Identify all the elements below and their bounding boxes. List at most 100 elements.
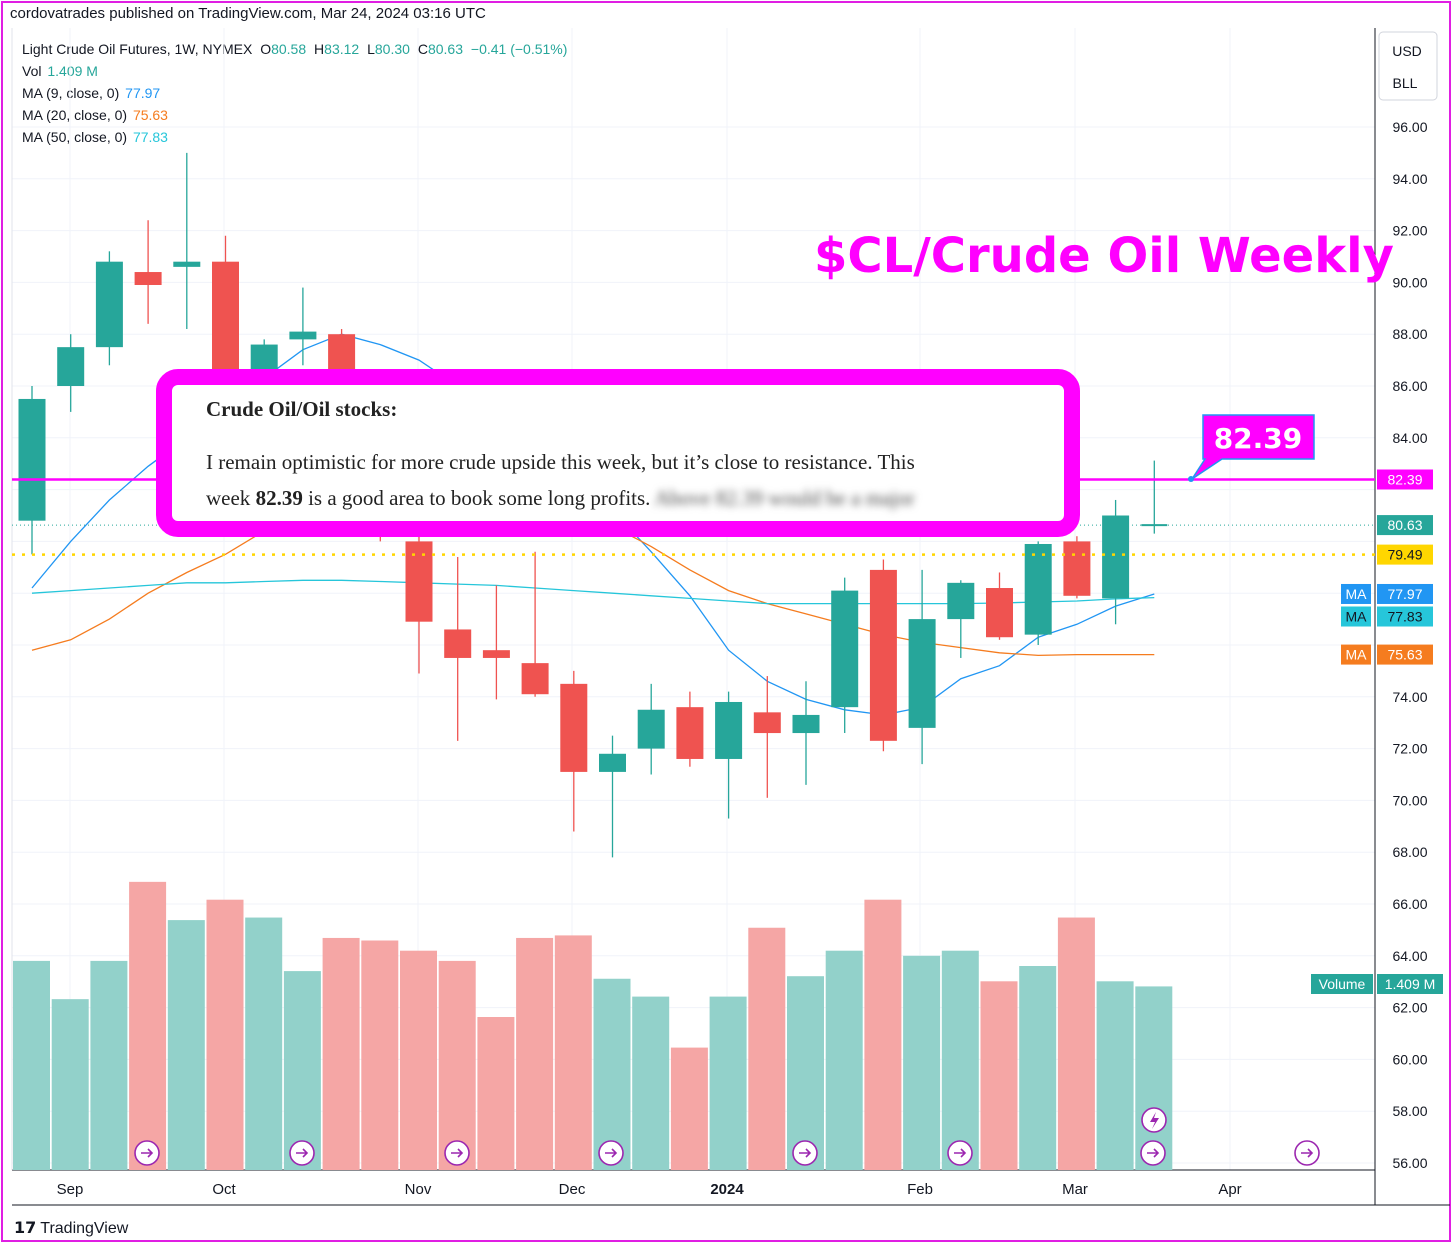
resistance-price-badge-text: 82.39 (1387, 471, 1422, 487)
price-tick-label: 66.00 (1392, 896, 1427, 912)
last-price-badge-bg (1377, 515, 1433, 536)
volume-bar (632, 996, 670, 1170)
resistance-price-badge-bg (1377, 469, 1433, 490)
dotted-price-badge-bg (1377, 544, 1433, 565)
roll-marker-arrow (451, 1148, 464, 1158)
candle-body (831, 590, 859, 708)
candle-body (947, 582, 975, 620)
event-markers (134, 1107, 1320, 1166)
roll-marker-arrow (954, 1148, 967, 1158)
legend-high: H83.12 (314, 41, 360, 57)
roll-marker-arrow (141, 1148, 154, 1158)
candle-body (1102, 515, 1130, 599)
ma20-tag: MA (1341, 644, 1371, 665)
roll-marker-arrow (296, 1148, 309, 1158)
volume-bar (864, 899, 902, 1170)
last-price-badge: 80.63 (1377, 515, 1433, 536)
price-tick-label: 94.00 (1392, 171, 1427, 187)
ma20-tag-text: MA (1346, 647, 1368, 663)
callout-title: Crude Oil/Oil stocks: (206, 397, 398, 421)
volume-bar (283, 971, 321, 1170)
volume-bar (1057, 917, 1095, 1170)
time-axis[interactable]: Sep Oct Nov Dec 2024 Feb Mar Apr (12, 1181, 1450, 1206)
roll-marker-icon (289, 1140, 315, 1166)
time-label: 2024 (710, 1181, 744, 1198)
price-tick-label: 72.00 (1392, 741, 1427, 757)
price-tick-label: 96.00 (1392, 119, 1427, 135)
volume-tag-text: Volume (1319, 976, 1366, 992)
currency-unit-box (1378, 31, 1438, 101)
price-tick-label: 64.00 (1392, 948, 1427, 964)
time-label: Feb (907, 1181, 933, 1198)
price-axis[interactable]: 96.00 94.00 92.00 90.00 88.00 86.00 84.00 74.00… (1311, 31, 1443, 1171)
ma9-tag-bg (1341, 583, 1371, 604)
price-tick-label: 60.00 (1392, 1051, 1427, 1067)
volume-bar (593, 978, 631, 1170)
candle-body (792, 714, 820, 734)
ma-line (31, 579, 1155, 605)
candle-body (869, 569, 897, 741)
candle-body (637, 709, 665, 749)
ma9-price-badge-bg (1377, 583, 1433, 604)
roll-marker-arrow (799, 1148, 812, 1158)
roll-marker-icon (1294, 1140, 1320, 1166)
ma50-tag: MA (1341, 606, 1371, 627)
candles (18, 152, 1168, 858)
ma50-price-badge-bg (1377, 606, 1433, 627)
volume-bar (90, 960, 128, 1170)
candle-body (134, 272, 162, 285)
legend-ma20-row: MA (20, close, 0) 75.63 (22, 107, 168, 123)
volume-bars (13, 881, 1173, 1170)
price-tick-label: 86.00 (1392, 378, 1427, 394)
candle-body (289, 331, 317, 340)
candle-body (599, 753, 626, 772)
volume-bar (941, 950, 979, 1170)
price-tick-label: 84.00 (1392, 430, 1427, 446)
dotted-price-badge: 79.49 (1377, 544, 1433, 565)
candle-body (560, 683, 588, 772)
candle-body (676, 707, 704, 759)
candle-body (444, 629, 472, 658)
ma9-price-badge-text: 77.97 (1387, 586, 1422, 602)
callout-box: Crude Oil/Oil stocks: I remain optimisti… (156, 369, 1080, 537)
volume-bar (167, 920, 205, 1170)
ma20-price-badge: 75.63 (1377, 644, 1433, 665)
volume-bar (554, 935, 592, 1170)
candle-body (18, 398, 46, 521)
price-tick-label: 56.00 (1392, 1155, 1427, 1171)
ma20-price-badge-text: 75.63 (1387, 647, 1422, 663)
volume-value-badge-text: 1.409 M (1385, 976, 1436, 992)
ma9-tag: MA (1341, 583, 1371, 604)
roll-marker-icon (598, 1140, 624, 1166)
volume-bar (1135, 986, 1173, 1170)
candle-body (715, 701, 743, 759)
roll-marker-icon (947, 1140, 973, 1166)
candle-body (482, 650, 510, 658)
price-tag-anchor (1188, 476, 1194, 482)
time-label: Oct (212, 1181, 236, 1198)
earnings-marker-bolt (1150, 1112, 1159, 1129)
volume-bar (245, 917, 283, 1170)
price-tick-label: 74.00 (1392, 689, 1427, 705)
legend-close: C80.63 (417, 41, 463, 57)
unit-label: BLL (1393, 75, 1418, 91)
legend-open: O80.58 (260, 41, 307, 57)
legend-symbol: Light Crude Oil Futures, 1W, NYMEX (22, 41, 253, 57)
volume-bar (825, 950, 863, 1170)
legend-change: −0.41 (−0.51%) (470, 41, 568, 57)
volume-bar (13, 960, 50, 1170)
legend: Light Crude Oil Futures, 1W, NYMEX O80.5… (22, 38, 567, 148)
candle-body (95, 261, 123, 348)
legend-volume-row: Vol 1.409 M (22, 63, 98, 79)
volume-bar (322, 937, 360, 1170)
candle-body (986, 588, 1013, 638)
volume-bar (1019, 966, 1057, 1170)
roll-marker-icon (134, 1140, 160, 1166)
volume-value-badge-bg (1377, 974, 1443, 994)
time-label: Nov (405, 1181, 432, 1198)
tradingview-logo[interactable]: 17 TradingView (14, 1218, 129, 1237)
volume-bar (1096, 981, 1134, 1170)
candle-body (1063, 541, 1091, 596)
